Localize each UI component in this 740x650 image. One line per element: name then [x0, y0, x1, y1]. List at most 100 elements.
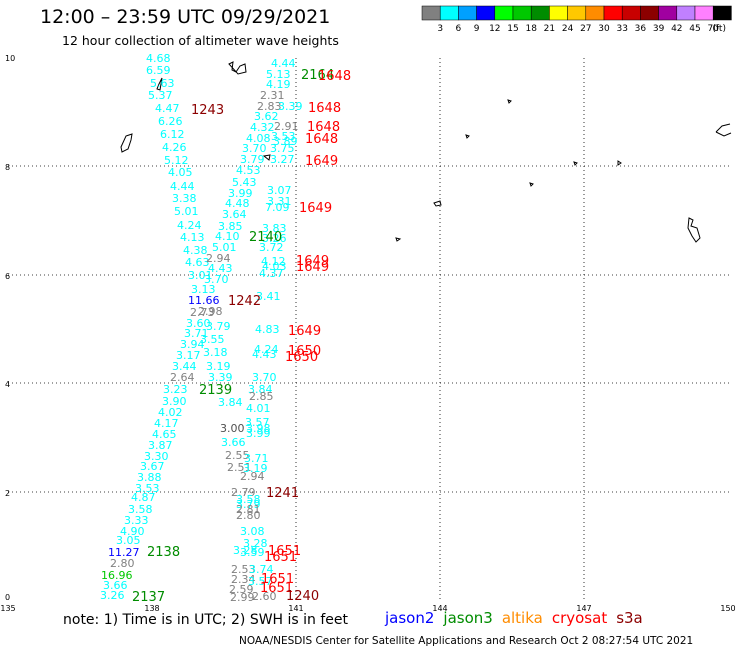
track-a-value: 4.47	[155, 102, 180, 115]
track-a-value: 2.80	[110, 557, 135, 570]
track-b-value: 3.39	[278, 100, 303, 113]
pass-label: 1243	[191, 103, 224, 118]
track-a-value: 3.71	[184, 327, 209, 340]
track-a-value: 3.58	[128, 503, 153, 516]
y-tick-label: 6	[5, 272, 10, 281]
track-b-value: 5.43	[232, 176, 257, 189]
track-a-value: 4.38	[183, 244, 208, 257]
scale-label: 39	[653, 24, 665, 34]
pass-label: 1242	[228, 294, 261, 309]
scale-label: 45	[689, 24, 700, 34]
track-b-value: 3.85	[218, 220, 243, 233]
scale-label: 70	[707, 24, 719, 34]
track-a-value: 3.90	[162, 395, 187, 408]
scale-label: 27	[580, 24, 591, 34]
track-b-value: 2.83	[257, 100, 282, 113]
track-b-value: 4.43	[252, 348, 277, 361]
scale-swatch	[603, 5, 623, 21]
track-a-value: 4.24	[177, 219, 202, 232]
track-b-value: 4.53	[236, 164, 261, 177]
scale-unit: (ft)	[712, 24, 726, 34]
y-axis-ticks: 10 8 6 4 2 0	[5, 54, 15, 602]
page-subtitle: 12 hour collection of altimeter wave hei…	[62, 33, 339, 48]
scale-swatch	[549, 5, 568, 21]
track-b-value: 2.60	[252, 590, 277, 603]
track-b-value: 3.64	[222, 208, 247, 221]
track-b-value: 4.10	[215, 230, 240, 243]
track-b-value: 3.19	[206, 360, 231, 373]
track-b-value: 4.44	[271, 57, 296, 70]
track-b-value: 2.91	[274, 120, 299, 133]
x-tick-label: 135	[0, 604, 15, 613]
island-a	[465, 134, 470, 139]
track-b-value: 2.51	[227, 461, 252, 474]
x-tick-label: 141	[288, 604, 303, 613]
track-b-value: 3.99	[228, 187, 253, 200]
track-a-value: 16.96	[101, 569, 133, 582]
track-b-value: 7.09	[265, 201, 290, 214]
track-b-value: 3.41	[256, 290, 281, 303]
track-a-value: 6.12	[160, 128, 185, 141]
track-a-value: 3.44	[172, 360, 197, 373]
track-b-value: 3.70	[252, 371, 277, 384]
track-a-value: 3.94	[180, 338, 205, 351]
scale-swatch	[585, 5, 605, 21]
track-a-value: 3.05	[116, 534, 141, 547]
track-b-value: 3.57	[248, 575, 273, 588]
track-b-value: 4.12	[261, 255, 286, 268]
track-b-value: 3.39	[208, 371, 233, 384]
legend-jason2: jason2	[385, 609, 435, 627]
track-b-value: 3.66	[221, 436, 246, 449]
scale-swatch	[694, 5, 714, 21]
island-pohnpei	[715, 123, 732, 137]
scale-swatch	[640, 5, 659, 21]
track-b-value: 4.03	[262, 260, 287, 273]
color-scale	[421, 5, 732, 21]
track-b-value: 3.28	[233, 544, 258, 557]
scale-label: 3	[437, 24, 443, 34]
pass-label: 1648	[308, 101, 341, 116]
island-d	[617, 160, 622, 166]
track-b-value: 2.98	[198, 305, 223, 318]
track-b-value: 3.89	[273, 135, 298, 148]
pass-label: 1648	[305, 132, 338, 147]
track-b-value: 4.48	[225, 197, 250, 210]
island-fais	[228, 61, 247, 75]
track-a-value: 3.87	[148, 439, 173, 452]
x-axis-ticks: 135 138 141 144 147 150	[0, 604, 735, 613]
scale-swatch	[530, 5, 550, 21]
track-b-value: 4.32	[250, 121, 275, 134]
track-b-value: 3.57	[245, 416, 270, 429]
track-b-value: 3.83	[262, 222, 287, 235]
track-a-values: 4.686.595.635.374.476.266.124.265.124.05…	[100, 52, 220, 602]
island-sat	[507, 99, 512, 104]
x-tick-label: 147	[576, 604, 591, 613]
scale-label: 42	[671, 24, 682, 34]
track-a-value: 3.38	[172, 192, 197, 205]
scale-label: 12	[489, 24, 500, 34]
track-b-value: 3.84	[218, 396, 243, 409]
scale-swatch	[712, 5, 732, 21]
track-a-value: 5.12	[164, 154, 189, 167]
track-b-value: 3.08	[240, 525, 265, 538]
pass-label: 1241	[266, 486, 299, 501]
pass-label: 1650	[285, 350, 318, 365]
legend-cryosat: cryosat	[551, 609, 608, 627]
pass-label: 1651	[268, 544, 301, 559]
pass-label: 2139	[199, 383, 232, 398]
scale-swatch	[621, 5, 641, 21]
track-b-value: 3.70	[204, 273, 229, 286]
track-a-value: 3.53	[135, 482, 160, 495]
island-woleai	[262, 154, 271, 161]
pass-label: 1651	[261, 572, 294, 587]
y-tick-label: 2	[5, 489, 10, 498]
track-b-value: 2.34	[231, 573, 256, 586]
track-b-value: 2.99	[230, 591, 255, 604]
track-a-value: 11.27	[108, 546, 140, 559]
track-b-value: 3.19	[243, 462, 268, 475]
pass-label: 1649	[296, 260, 329, 275]
track-b-value: 4.43	[208, 262, 233, 275]
track-a-value: 11.66	[188, 294, 220, 307]
pass-label: 2140	[249, 230, 282, 245]
track-a-value: 4.44	[170, 180, 195, 193]
